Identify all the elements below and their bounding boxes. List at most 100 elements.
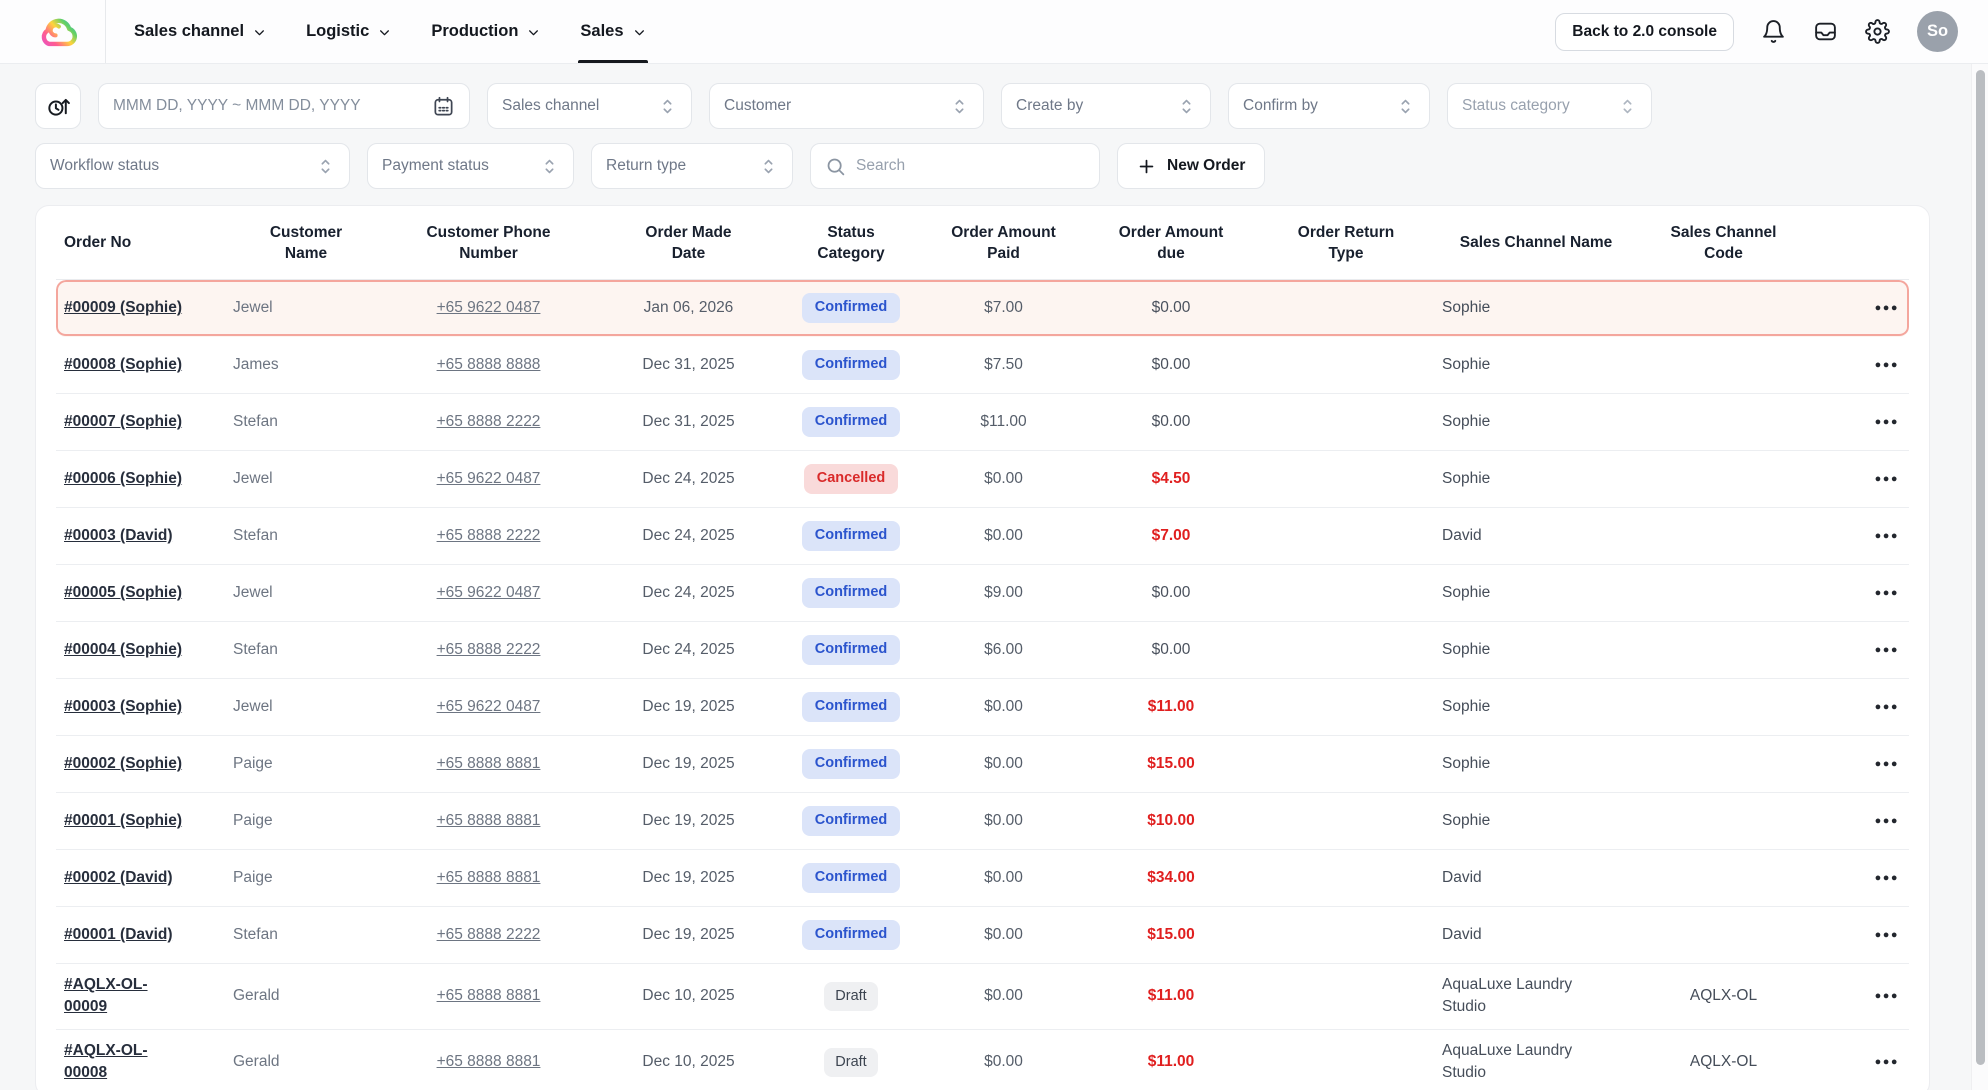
updown-chevron-icon bbox=[955, 99, 964, 113]
customer-name: Jewel bbox=[233, 698, 273, 715]
row-actions-button[interactable]: ●●● bbox=[1867, 467, 1907, 491]
select-label: Payment status bbox=[382, 157, 489, 174]
calendar-icon bbox=[434, 96, 453, 116]
select-label: Return type bbox=[606, 157, 687, 174]
phone-link[interactable]: +65 8888 2222 bbox=[436, 527, 541, 544]
phone-link[interactable]: +65 9622 0487 bbox=[436, 470, 541, 487]
phone-link[interactable]: +65 9622 0487 bbox=[436, 299, 541, 316]
table-row[interactable]: #00008 (Sophie) James +65 8888 8888 Dec 31,… bbox=[56, 337, 1909, 394]
table-row[interactable]: #00006 (Sophie) Jewel +65 9622 0487 Dec 24,… bbox=[56, 451, 1909, 508]
phone-link[interactable]: +65 8888 8888 bbox=[436, 356, 541, 373]
phone-link[interactable]: +65 8888 8881 bbox=[436, 812, 541, 829]
table-row[interactable]: #00002 (Sophie) Paige +65 8888 8881 Dec 19,… bbox=[56, 736, 1909, 793]
notifications-button[interactable] bbox=[1761, 19, 1786, 44]
order-date: Dec 24, 2025 bbox=[642, 641, 735, 658]
order-amount-paid: $0.00 bbox=[984, 869, 1023, 886]
settings-button[interactable] bbox=[1865, 19, 1890, 44]
filter-payment-status-select[interactable]: Payment status bbox=[367, 143, 574, 189]
nav-item-production[interactable]: Production bbox=[431, 0, 540, 63]
filter-confirm-by-select[interactable]: Confirm by bbox=[1228, 83, 1430, 129]
filter-sales-channel-select[interactable]: Sales channel bbox=[487, 83, 692, 129]
order-link[interactable]: #00007 (Sophie) bbox=[64, 412, 183, 430]
phone-link[interactable]: +65 8888 8881 bbox=[436, 987, 541, 1005]
phone-link[interactable]: +65 8888 2222 bbox=[436, 413, 541, 430]
order-link[interactable]: #00001 (David) bbox=[64, 925, 173, 943]
filter-create-by-select[interactable]: Create by bbox=[1001, 83, 1211, 129]
back-to-console-button[interactable]: Back to 2.0 console bbox=[1555, 12, 1734, 51]
table-row[interactable]: #00007 (Sophie) Stefan +65 8888 2222 Dec 31… bbox=[56, 394, 1909, 451]
row-actions-button[interactable]: ●●● bbox=[1867, 524, 1907, 548]
scrollbar-thumb[interactable] bbox=[1976, 70, 1985, 1065]
order-link[interactable]: #00009 (Sophie) bbox=[64, 298, 183, 316]
date-range-input[interactable]: MMM DD, YYYY ~ MMM DD, YYYY bbox=[98, 83, 470, 129]
order-link[interactable]: #AQLX-OL-00008 bbox=[64, 1041, 148, 1082]
order-link[interactable]: #AQLX-OL-00009 bbox=[64, 976, 148, 1016]
new-order-button[interactable]: New Order bbox=[1117, 143, 1266, 189]
status-badge: Confirmed bbox=[801, 920, 901, 950]
sales-channel-name: Sophie bbox=[1442, 355, 1491, 373]
chevron-down-icon bbox=[529, 30, 539, 36]
order-link[interactable]: #00008 (Sophie) bbox=[64, 355, 183, 373]
search-input[interactable] bbox=[856, 157, 1085, 175]
table-row[interactable]: #AQLX-OL-00008 Gerald +65 8888 8881 Dec 10,… bbox=[56, 1030, 1909, 1090]
row-actions-button[interactable]: ●●● bbox=[1867, 296, 1907, 320]
order-amount-due: $15.00 bbox=[1147, 755, 1195, 772]
phone-link[interactable]: +65 8888 8881 bbox=[436, 869, 541, 886]
table-row[interactable]: #00002 (David) Paige +65 8888 8881 Dec 19, … bbox=[56, 850, 1909, 907]
row-actions-button[interactable]: ●●● bbox=[1867, 1050, 1907, 1074]
row-actions-button[interactable]: ●●● bbox=[1867, 923, 1907, 947]
phone-link[interactable]: +65 8888 2222 bbox=[436, 641, 541, 658]
phone-link[interactable]: +65 9622 0487 bbox=[436, 698, 541, 715]
row-actions-button[interactable]: ●●● bbox=[1867, 866, 1907, 890]
filter-workflow-status-select[interactable]: Workflow status bbox=[35, 143, 350, 189]
order-link[interactable]: #00003 (Sophie) bbox=[64, 697, 183, 715]
sales-channel-name: Sophie bbox=[1442, 697, 1491, 715]
updown-chevron-icon bbox=[1401, 99, 1410, 113]
inbox-icon bbox=[1815, 22, 1836, 41]
inbox-button[interactable] bbox=[1813, 19, 1838, 44]
table-row[interactable]: #00004 (Sophie) Stefan +65 8888 2222 Dec 24… bbox=[56, 622, 1909, 679]
row-actions-button[interactable]: ●●● bbox=[1867, 353, 1907, 377]
row-actions-button[interactable]: ●●● bbox=[1867, 809, 1907, 833]
phone-link[interactable]: +65 8888 8881 bbox=[436, 755, 541, 772]
order-link[interactable]: #00001 (Sophie) bbox=[64, 811, 183, 829]
nav-item-sales-channel[interactable]: Sales channel bbox=[134, 0, 266, 63]
nav-menu: Sales channel Logistic Production Sales bbox=[134, 0, 648, 63]
sort-by-time-button[interactable] bbox=[35, 83, 81, 129]
phone-link[interactable]: +65 8888 2222 bbox=[436, 926, 541, 943]
user-avatar[interactable]: So bbox=[1917, 11, 1958, 52]
sales-channel-name: Sophie bbox=[1442, 754, 1491, 772]
filter-return-type-select[interactable]: Return type bbox=[591, 143, 793, 189]
row-actions-button[interactable]: ●●● bbox=[1867, 581, 1907, 605]
row-actions-button[interactable]: ●●● bbox=[1867, 695, 1907, 719]
order-link[interactable]: #00004 (Sophie) bbox=[64, 640, 183, 658]
row-actions-button[interactable]: ●●● bbox=[1867, 410, 1907, 434]
order-link[interactable]: #00005 (Sophie) bbox=[64, 583, 183, 601]
nav-item-sales[interactable]: Sales bbox=[578, 0, 648, 63]
phone-link[interactable]: +65 9622 0487 bbox=[436, 584, 541, 601]
filter-customer-select[interactable]: Customer bbox=[709, 83, 984, 129]
row-actions-button[interactable]: ●●● bbox=[1867, 752, 1907, 776]
order-date: Dec 31, 2025 bbox=[642, 356, 735, 373]
table-row[interactable]: #00005 (Sophie) Jewel +65 9622 0487 Dec 24,… bbox=[56, 565, 1909, 622]
table-row[interactable]: #00001 (David) Stefan +65 8888 2222 Dec 19,… bbox=[56, 907, 1909, 964]
col-header-order-amount-due: Order Amount due bbox=[1118, 223, 1224, 262]
table-row[interactable]: #00001 (Sophie) Paige +65 8888 8881 Dec 19,… bbox=[56, 793, 1909, 850]
phone-link[interactable]: +65 8888 8881 bbox=[436, 1053, 541, 1071]
app-logo[interactable] bbox=[35, 0, 105, 63]
customer-name: Gerald bbox=[233, 987, 280, 1005]
filter-status-category-select[interactable]: Status category bbox=[1447, 83, 1652, 129]
nav-item-logistic[interactable]: Logistic bbox=[306, 0, 391, 63]
order-link[interactable]: #00006 (Sophie) bbox=[64, 469, 183, 487]
order-link[interactable]: #00002 (David) bbox=[64, 868, 173, 886]
table-row[interactable]: #AQLX-OL-00009 Gerald +65 8888 8881 Dec 10,… bbox=[56, 964, 1909, 1030]
table-row[interactable]: #00009 (Sophie) Jewel +65 9622 0487 Jan 06,… bbox=[56, 280, 1909, 337]
row-actions-button[interactable]: ●●● bbox=[1867, 984, 1907, 1008]
order-link[interactable]: #00002 (Sophie) bbox=[64, 754, 183, 772]
row-actions-button[interactable]: ●●● bbox=[1867, 638, 1907, 662]
table-row[interactable]: #00003 (Sophie) Jewel +65 9622 0487 Dec 19,… bbox=[56, 679, 1909, 736]
order-amount-due: $0.00 bbox=[1151, 641, 1191, 658]
order-amount-paid: $7.50 bbox=[984, 356, 1023, 373]
order-link[interactable]: #00003 (David) bbox=[64, 526, 173, 544]
table-row[interactable]: #00003 (David) Stefan +65 8888 2222 Dec 24,… bbox=[56, 508, 1909, 565]
